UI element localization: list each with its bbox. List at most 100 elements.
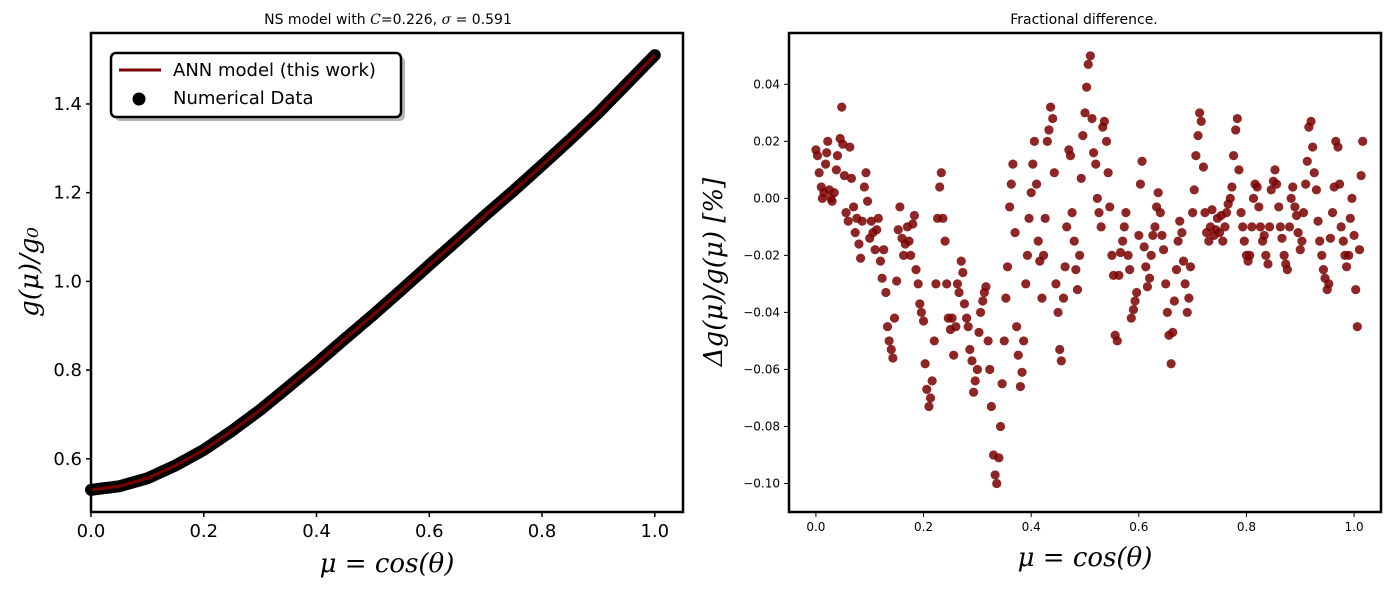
fractional-difference-point — [1279, 250, 1289, 260]
fractional-difference-point — [1155, 208, 1165, 218]
fractional-difference-point — [1135, 179, 1146, 189]
right-x-tick-label: 0.6 — [1129, 520, 1148, 534]
fractional-difference-point — [1286, 193, 1296, 203]
fractional-difference-point — [1137, 156, 1147, 166]
right-x-axis-label: μ = cos(θ) — [1018, 543, 1153, 573]
fractional-difference-point — [1171, 265, 1182, 275]
fractional-difference-point — [832, 151, 843, 161]
fractional-difference-point — [1184, 293, 1194, 303]
fractional-difference-point — [1089, 148, 1099, 158]
left-plot-area — [85, 49, 661, 496]
fractional-difference-point — [1026, 188, 1036, 198]
fractional-difference-point — [1144, 273, 1155, 283]
fractional-difference-point — [1146, 250, 1156, 260]
fractional-difference-point — [1134, 230, 1144, 241]
fractional-difference-point — [1038, 250, 1049, 260]
fractional-difference-point — [1356, 170, 1366, 181]
fractional-difference-point — [1114, 270, 1124, 280]
fractional-difference-point — [1101, 136, 1112, 146]
fractional-difference-point — [1008, 159, 1018, 169]
fractional-difference-point — [1056, 356, 1066, 366]
fractional-difference-point — [1306, 116, 1316, 126]
left-x-tick-label: 0.6 — [415, 521, 444, 542]
fractional-difference-point — [1189, 185, 1199, 195]
fractional-difference-point — [1270, 165, 1280, 175]
fractional-difference-point — [1239, 236, 1249, 246]
fractional-difference-point — [1231, 125, 1241, 135]
fractional-difference-point — [1232, 113, 1242, 124]
fractional-difference-point — [925, 393, 936, 403]
fractional-difference-point — [970, 376, 980, 386]
fractional-difference-point — [1180, 279, 1190, 289]
fractional-difference-point — [1169, 296, 1179, 306]
right-y-tick-label: −0.10 — [743, 476, 780, 490]
fractional-difference-point — [881, 287, 891, 298]
right-y-axis-label: Δg(μ)/g(μ) [%] — [699, 177, 729, 367]
right-x-tick-label: 0.8 — [1237, 520, 1256, 534]
fractional-difference-point — [913, 279, 923, 289]
fractional-difference-point — [1075, 250, 1085, 260]
fractional-difference-point — [975, 307, 986, 318]
fractional-difference-point — [1096, 222, 1106, 232]
fractional-difference-point — [1327, 208, 1338, 218]
fractional-difference-point — [855, 253, 866, 263]
fractional-difference-point — [829, 188, 839, 198]
legend-label-numerical: Numerical Data — [173, 88, 314, 109]
fractional-difference-point — [1295, 245, 1305, 255]
fractional-difference-point — [1076, 173, 1086, 184]
fractional-difference-point — [909, 210, 920, 221]
fractional-difference-point — [1051, 279, 1061, 289]
fractional-difference-point — [1130, 296, 1140, 306]
legend-box — [109, 51, 403, 119]
fractional-difference-point — [895, 202, 905, 212]
fractional-difference-point — [841, 208, 851, 218]
fractional-difference-point — [908, 219, 918, 229]
right-y-tick-label: −0.04 — [743, 305, 780, 319]
fractional-difference-point — [1173, 236, 1183, 246]
fractional-difference-point — [1178, 256, 1189, 266]
fractional-difference-point — [1236, 208, 1246, 218]
fractional-difference-point — [1158, 245, 1169, 255]
legend: ANN model (this work) Numerical Data — [109, 51, 405, 121]
fractional-difference-point — [1126, 313, 1136, 323]
fractional-difference-point — [1060, 262, 1070, 272]
fractional-difference-point — [963, 322, 973, 332]
fractional-difference-point — [1252, 182, 1262, 192]
fractional-difference-point — [940, 236, 950, 246]
fractional-difference-point — [1261, 250, 1271, 260]
fractional-difference-point — [1196, 116, 1206, 126]
fractional-difference-point — [1218, 236, 1228, 246]
fractional-difference-point — [1245, 250, 1255, 260]
fractional-difference-point — [924, 401, 934, 412]
fractional-difference-point — [1091, 159, 1101, 169]
fractional-difference-point — [1338, 236, 1348, 246]
fractional-difference-point — [1168, 327, 1178, 337]
fractional-difference-point — [969, 387, 979, 397]
fractional-difference-point — [1166, 359, 1176, 369]
fractional-difference-point — [1105, 202, 1115, 212]
fractional-difference-point — [942, 279, 952, 289]
right-plot-area — [811, 51, 1368, 489]
fractional-difference-point — [1302, 156, 1312, 166]
left-x-tick-label: 0.4 — [302, 521, 331, 542]
legend-label-ann: ANN model (this work) — [173, 60, 376, 81]
right-axes-frame — [787, 31, 1383, 514]
fractional-difference-point — [1311, 185, 1322, 195]
fractional-difference-point — [1284, 222, 1295, 232]
fractional-difference-point — [884, 336, 894, 346]
right-chart: Fractional difference. 0.0 0.2 0.4 0.6 0.8 1.… — [699, 12, 1383, 573]
fractional-difference-point — [1031, 179, 1042, 189]
fractional-difference-point — [990, 470, 1000, 480]
fractional-difference-point — [931, 279, 941, 289]
fractional-difference-point — [1161, 279, 1171, 289]
fractional-difference-point — [1301, 179, 1311, 189]
fractional-difference-point — [1188, 208, 1198, 218]
fractional-difference-point — [936, 168, 946, 178]
fractional-difference-point — [1082, 82, 1092, 92]
fractional-difference-point — [822, 148, 832, 158]
fractional-difference-point — [967, 356, 977, 366]
fractional-difference-point — [823, 136, 833, 146]
left-x-ticks: 0.0 0.2 0.4 0.6 0.8 1.0 — [77, 512, 669, 542]
right-x-tick-label: 0.4 — [1022, 520, 1041, 534]
fractional-difference-point — [1247, 222, 1257, 232]
